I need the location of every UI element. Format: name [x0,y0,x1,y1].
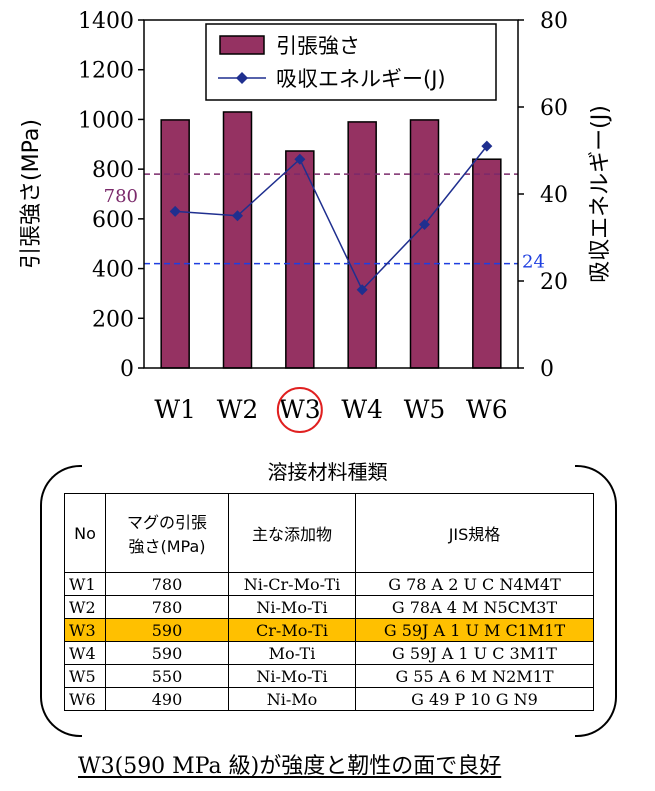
cell-jis: G 78 A 2 U C N4M4T [355,572,594,596]
y-tick-label: 800 [92,158,134,183]
x-tick-label: W2 [217,395,259,424]
table-row: W2 780 Ni-Mo-Ti G 78A 4 M N5CM3T [64,595,594,619]
cell-jis: G 59J A 1 U C 3M1T [355,641,594,665]
x-tick-label: W4 [341,395,383,424]
cell-strength: 490 [105,687,229,711]
energy-point-W2 [232,210,243,222]
legend-label-bar: 引張強さ [276,34,360,58]
reference-label-780: 780 [104,186,138,207]
energy-line [175,145,488,292]
energy-point-W3 [294,153,306,165]
cell-strength: 590 [105,641,229,665]
table-title: 溶接材料種類 [267,460,388,484]
y2-tick-label: 20 [540,270,568,295]
cell-additives: Ni-Mo [228,687,356,711]
x-tick-label: W3 [279,395,321,424]
x-tick-label: W6 [466,395,508,424]
table-row: W1 780 Ni-Cr-Mo-Ti G 78 A 2 U C N4M4T [64,572,594,596]
cell-no: W3 [64,618,106,642]
cell-no: W5 [64,664,106,688]
energy-point-W6 [481,140,493,152]
legend-marker [236,72,248,84]
cell-additives: Cr-Mo-Ti [228,618,356,642]
x-tick-label: W1 [154,395,196,424]
cell-no: W4 [64,641,106,665]
cell-jis: G 59J A 1 U M C1M1T [355,618,594,642]
y-tick-label: 1200 [78,59,134,84]
table-row: W5 550 Ni-Mo-Ti G 55 A 6 M N2M1T [64,664,594,688]
highlight-circle [276,387,323,433]
cell-jis: G 55 A 6 M N2M1T [355,664,594,688]
y2-tick-label: 80 [540,9,568,34]
y-tick-label: 200 [92,307,134,332]
cell-jis: G 49 P 10 G N9 [355,687,594,711]
cell-no: W2 [64,595,106,619]
x-tick-label: W5 [404,395,446,424]
y-tick-label: 600 [92,208,134,233]
cell-strength: 550 [105,664,229,688]
cell-additives: Mo-Ti [228,641,356,665]
energy-point-W1 [169,205,181,217]
y-tick-label: 1000 [78,108,134,133]
summary-text: W3(590 MPa 級)が強度と靭性の面で良好 [78,754,502,779]
cell-additives: Ni-Cr-Mo-Ti [228,572,356,596]
reference-label-24: 24 [522,252,545,273]
table-row: W3 590 Cr-Mo-Ti G 59J A 1 U M C1M1T [64,618,594,642]
header-strength: マグの引張 強さ(MPa) [105,493,229,573]
bar-W4 [347,121,377,369]
cell-additives: Ni-Mo-Ti [228,595,356,619]
y-tick-label: 1400 [78,9,134,34]
y-axis-title: 引張強さ(MPa) [19,119,44,269]
legend-label-line: 吸収エネルギー(J) [276,67,446,91]
header-no: No [64,493,106,573]
table-header-row: No マグの引張 強さ(MPa) 主な添加物 JIS規格 [64,493,594,573]
bar-line-chart: 780 24 0 200 400 600 800 1000 1200 1400 0 20 40 60 80… [19,9,613,433]
y-tick-label: 400 [92,258,134,283]
y2-axis-title: 吸収エネルギー(J) [588,105,613,283]
cell-strength: 590 [105,618,229,642]
cell-no: W6 [64,687,106,711]
bar-W2 [222,111,253,369]
table-row: W6 490 Ni-Mo G 49 P 10 G N9 [64,687,594,711]
table-row: W4 590 Mo-Ti G 59J A 1 U C 3M1T [64,641,594,665]
bar-W3 [285,150,315,369]
cell-strength: 780 [105,572,229,596]
cell-additives: Ni-Mo-Ti [228,664,356,688]
welding-material-table: No マグの引張 強さ(MPa) 主な添加物 JIS規格 W1 780 Ni-Cr-… [64,493,594,711]
cell-no: W1 [64,572,106,596]
y2-tick-label: 60 [540,96,568,121]
legend-swatch-bar [219,35,265,55]
y-tick-label: 0 [120,357,134,382]
y2-tick-label: 0 [540,357,554,382]
y2-tick-label: 40 [540,183,568,208]
bar-W1 [160,119,190,369]
cell-jis: G 78A 4 M N5CM3T [355,595,594,619]
cell-strength: 780 [105,595,229,619]
header-jis: JIS規格 [355,493,594,573]
energy-point-W5 [419,218,430,230]
header-additives: 主な添加物 [228,493,356,573]
energy-point-W4 [356,284,368,296]
bar-W5 [409,119,440,369]
